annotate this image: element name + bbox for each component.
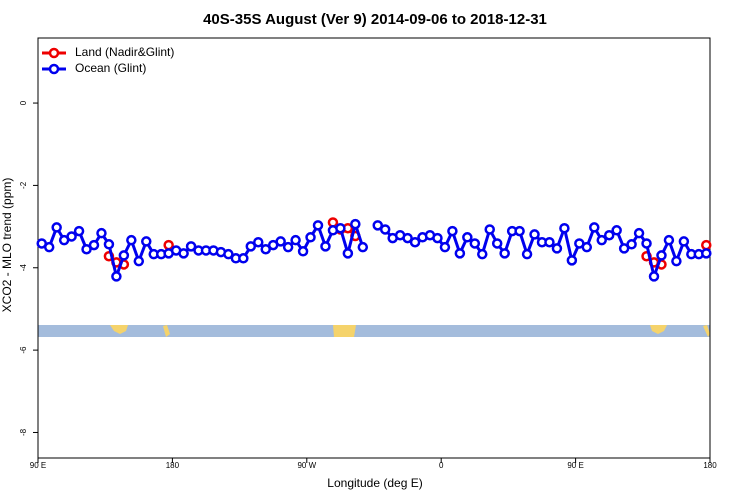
- land-shape: [650, 325, 667, 334]
- data-point: [305, 232, 316, 243]
- x-tick-label: 90 W: [297, 461, 316, 470]
- data-point: [678, 236, 690, 247]
- data-point: [447, 225, 458, 237]
- data-point: [491, 238, 503, 249]
- data-point: [559, 222, 570, 234]
- data-point: [439, 241, 451, 253]
- map-strip: [38, 325, 710, 337]
- data-point: [66, 231, 77, 242]
- data-point: [260, 243, 271, 255]
- land-shape: [110, 325, 128, 334]
- data-point: [611, 225, 622, 236]
- data-point: [223, 248, 234, 260]
- data-point: [379, 224, 391, 235]
- data-point: [551, 243, 563, 254]
- series: [36, 218, 712, 282]
- data-point: [350, 218, 361, 230]
- data-point: [275, 236, 286, 247]
- data-point: [409, 236, 421, 248]
- data-point: [529, 229, 540, 240]
- x-tick-label: 180: [703, 461, 717, 470]
- data-point: [253, 236, 264, 248]
- data-point: [372, 220, 383, 231]
- y-tick-label: -2: [19, 181, 28, 189]
- data-point: [477, 248, 488, 260]
- data-point: [484, 224, 495, 235]
- legend-marker: [48, 63, 60, 75]
- y-tick-label: -8: [19, 428, 28, 436]
- data-point: [357, 241, 369, 253]
- land-shape: [703, 325, 710, 337]
- data-point: [521, 248, 533, 260]
- legend-marker: [48, 47, 60, 59]
- data-point: [544, 236, 555, 248]
- data-point: [238, 253, 249, 264]
- data-point: [320, 241, 331, 252]
- data-point: [73, 225, 85, 237]
- data-point: [589, 222, 600, 233]
- data-point: [282, 241, 294, 253]
- y-tick-label: -4: [19, 264, 28, 272]
- data-point: [88, 239, 100, 251]
- data-point: [81, 243, 92, 255]
- legend-label: Land (Nadir&Glint): [75, 45, 174, 59]
- x-tick-label: 180: [166, 461, 180, 470]
- data-point: [499, 248, 510, 259]
- data-point: [596, 234, 607, 246]
- data-point: [641, 238, 652, 249]
- data-point: [671, 255, 682, 267]
- chart-title: 40S-35S August (Ver 9) 2014-09-06 to 201…: [203, 11, 547, 28]
- data-point: [245, 241, 257, 252]
- data-point: [701, 248, 712, 259]
- data-point: [103, 239, 115, 250]
- data-point: [462, 232, 473, 243]
- land-shape: [163, 325, 170, 337]
- y-tick-label: 0: [19, 100, 28, 105]
- x-tick-label: 90 E: [567, 461, 583, 470]
- data-point: [185, 241, 197, 252]
- data-point: [514, 225, 525, 237]
- data-point: [163, 239, 174, 251]
- plot-frame: [37, 37, 711, 459]
- data-point: [297, 246, 309, 257]
- data-point: [648, 271, 660, 282]
- data-point: [126, 234, 137, 246]
- x-tick-label: 0: [439, 461, 444, 470]
- data-point: [656, 250, 667, 261]
- x-axis-label: Longitude (deg E): [327, 476, 422, 490]
- x-tick-label: 90 E: [30, 461, 46, 470]
- data-point: [96, 227, 107, 239]
- data-point: [626, 239, 637, 250]
- data-point: [454, 248, 466, 259]
- data-point: [141, 236, 152, 247]
- data-point: [663, 234, 675, 246]
- data-point: [432, 232, 443, 244]
- data-point: [469, 238, 481, 249]
- data-point: [290, 234, 301, 246]
- data-point: [701, 239, 712, 251]
- data-point: [312, 220, 324, 231]
- ocean-strip: [38, 325, 710, 337]
- data-point: [111, 271, 122, 282]
- data-point: [43, 241, 55, 253]
- data-point: [581, 241, 593, 253]
- data-point: [118, 250, 130, 261]
- land-shape: [333, 325, 356, 337]
- y-tick-label: -6: [19, 346, 28, 354]
- data-point: [603, 229, 615, 241]
- data-point: [133, 255, 145, 267]
- y-axis-label: XCO2 - MLO trend (ppm): [0, 178, 14, 313]
- legend-label: Ocean (Glint): [75, 61, 146, 75]
- data-point: [566, 255, 578, 266]
- data-point: [342, 248, 354, 259]
- data-point: [633, 227, 645, 239]
- data-point: [402, 232, 413, 244]
- data-point: [335, 222, 346, 234]
- data-point: [618, 243, 630, 254]
- data-point: [51, 222, 62, 233]
- data-point: [178, 248, 189, 259]
